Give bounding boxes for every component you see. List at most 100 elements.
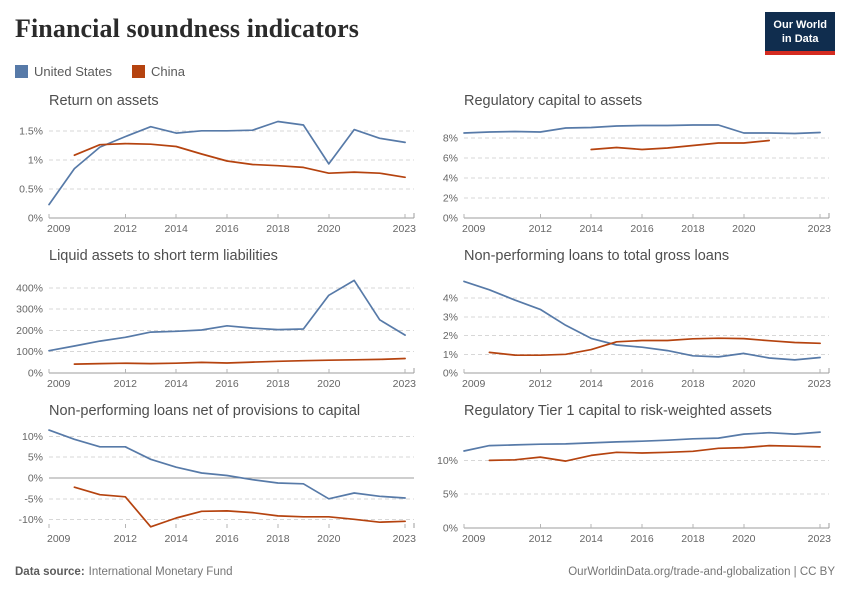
svg-text:-5%: -5%	[24, 493, 43, 505]
svg-text:2012: 2012	[114, 533, 138, 545]
legend-label: United States	[34, 64, 113, 79]
svg-text:10%: 10%	[22, 431, 43, 443]
svg-text:2018: 2018	[681, 378, 705, 390]
line-plot-npl-net-provisions: -10% -5% 0% 5% 10% 2009 2012 2014 2016 2018 2020 20…	[15, 400, 420, 555]
data-source-value: International Monetary Fund	[88, 566, 233, 578]
svg-text:2009: 2009	[47, 378, 71, 390]
svg-text:2023: 2023	[808, 223, 832, 235]
svg-text:1%: 1%	[443, 349, 458, 361]
line-plot-return-on-assets: 0% 0.5% 1% 1.5% 2009 2012 2014 2016 2018 2020 2023	[15, 90, 420, 245]
svg-text:2014: 2014	[579, 378, 603, 390]
svg-text:2014: 2014	[164, 378, 188, 390]
svg-text:2023: 2023	[808, 533, 832, 545]
svg-text:2012: 2012	[529, 223, 553, 235]
svg-text:0%: 0%	[28, 213, 43, 225]
svg-text:2016: 2016	[630, 378, 654, 390]
chart-legend: United States China	[15, 64, 185, 79]
owid-logo: Our World in Data	[765, 12, 835, 55]
svg-text:100%: 100%	[16, 346, 43, 358]
svg-text:2023: 2023	[393, 378, 417, 390]
owid-logo-line2: in Data	[781, 33, 819, 46]
svg-text:200%: 200%	[16, 325, 43, 337]
footer-attribution: OurWorldinData.org/trade-and-globalizati…	[568, 566, 835, 578]
chart-title: Non-performing loans net of provisions t…	[49, 403, 361, 419]
svg-text:2020: 2020	[317, 223, 341, 235]
chart-title: Regulatory capital to assets	[464, 93, 643, 109]
svg-text:2%: 2%	[443, 193, 458, 205]
svg-text:2012: 2012	[529, 378, 553, 390]
data-source-label: Data source:	[15, 566, 85, 578]
svg-text:0%: 0%	[443, 368, 458, 380]
svg-text:2012: 2012	[114, 378, 138, 390]
line-plot-regulatory-capital: 0% 2% 4% 6% 8% 2009 2012 2014 2016 2018 2020 2023	[430, 90, 835, 245]
chart-title: Regulatory Tier 1 capital to risk-weight…	[464, 403, 772, 419]
svg-text:0.5%: 0.5%	[19, 183, 43, 195]
svg-text:2023: 2023	[393, 223, 417, 235]
svg-text:400%: 400%	[16, 282, 43, 294]
chart-npl-net-provisions: -10% -5% 0% 5% 10% 2009 2012 2014 2016 2018 2020 20…	[15, 400, 420, 555]
svg-text:3%: 3%	[443, 311, 458, 323]
svg-text:300%: 300%	[16, 304, 43, 316]
svg-text:2014: 2014	[579, 223, 603, 235]
svg-text:2009: 2009	[462, 533, 486, 545]
svg-text:0%: 0%	[443, 213, 458, 225]
svg-text:2009: 2009	[462, 223, 486, 235]
svg-text:2014: 2014	[164, 533, 188, 545]
chart-liquid-assets: 0% 100% 200% 300% 400% 2009 2012 2014 2016 2018 20…	[15, 245, 420, 400]
svg-text:6%: 6%	[443, 153, 458, 165]
svg-text:2018: 2018	[681, 533, 705, 545]
legend-item-china: China	[132, 64, 185, 79]
svg-text:2%: 2%	[443, 330, 458, 342]
chart-npl-gross-loans: 0% 1% 2% 3% 4% 2009 2012 2014 2016 2018 2020 2023 N…	[430, 245, 835, 400]
svg-text:2023: 2023	[393, 533, 417, 545]
svg-text:2018: 2018	[266, 378, 290, 390]
svg-text:4%: 4%	[443, 173, 458, 185]
page-title: Financial soundness indicators	[15, 14, 359, 43]
line-plot-tier1-capital: 0% 5% 10% 2009 2012 2014 2016 2018 2020 2023	[430, 400, 835, 555]
china-color-swatch	[132, 65, 146, 78]
svg-text:2020: 2020	[317, 533, 341, 545]
svg-text:10%: 10%	[437, 455, 458, 467]
svg-text:2009: 2009	[47, 223, 71, 235]
svg-text:2012: 2012	[114, 223, 138, 235]
svg-text:2020: 2020	[317, 378, 341, 390]
svg-text:2014: 2014	[579, 533, 603, 545]
svg-text:2018: 2018	[681, 223, 705, 235]
svg-text:2014: 2014	[164, 223, 188, 235]
svg-text:2016: 2016	[630, 533, 654, 545]
svg-text:2016: 2016	[215, 533, 239, 545]
chart-title: Non-performing loans to total gross loan…	[464, 248, 730, 264]
svg-text:-10%: -10%	[18, 514, 43, 526]
line-plot-liquid-assets: 0% 100% 200% 300% 400% 2009 2012 2014 2016 2018 20…	[15, 245, 420, 400]
svg-text:0%: 0%	[28, 473, 43, 485]
charts-grid: 0% 0.5% 1% 1.5% 2009 2012 2014 2016 2018 2020 2023…	[15, 90, 835, 555]
svg-text:5%: 5%	[443, 489, 458, 501]
svg-text:0%: 0%	[28, 368, 43, 380]
svg-text:2023: 2023	[808, 378, 832, 390]
svg-text:2009: 2009	[462, 378, 486, 390]
data-source: Data source: International Monetary Fund	[15, 566, 233, 578]
svg-text:2020: 2020	[732, 533, 756, 545]
svg-text:5%: 5%	[28, 452, 43, 464]
header: Financial soundness indicators Our World…	[15, 12, 835, 62]
chart-return-on-assets: 0% 0.5% 1% 1.5% 2009 2012 2014 2016 2018 2020 2023…	[15, 90, 420, 245]
owid-logo-line1: Our World	[773, 19, 827, 31]
svg-text:2020: 2020	[732, 378, 756, 390]
svg-text:2016: 2016	[215, 378, 239, 390]
svg-text:1.5%: 1.5%	[19, 125, 43, 137]
footer: Data source: International Monetary Fund …	[15, 566, 835, 578]
us-color-swatch	[15, 65, 28, 78]
line-plot-npl-gross-loans: 0% 1% 2% 3% 4% 2009 2012 2014 2016 2018 2020 2023	[430, 245, 835, 400]
chart-title: Liquid assets to short term liabilities	[49, 248, 278, 264]
svg-text:1%: 1%	[28, 154, 43, 166]
svg-text:2012: 2012	[529, 533, 553, 545]
svg-text:0%: 0%	[443, 523, 458, 535]
svg-text:2018: 2018	[266, 223, 290, 235]
svg-text:2016: 2016	[630, 223, 654, 235]
svg-text:8%: 8%	[443, 133, 458, 145]
svg-text:2018: 2018	[266, 533, 290, 545]
svg-text:2009: 2009	[47, 533, 71, 545]
chart-regulatory-capital-to-assets: 0% 2% 4% 6% 8% 2009 2012 2014 2016 2018 2020 2023 R…	[430, 90, 835, 245]
legend-item-united-states: United States	[15, 64, 112, 79]
